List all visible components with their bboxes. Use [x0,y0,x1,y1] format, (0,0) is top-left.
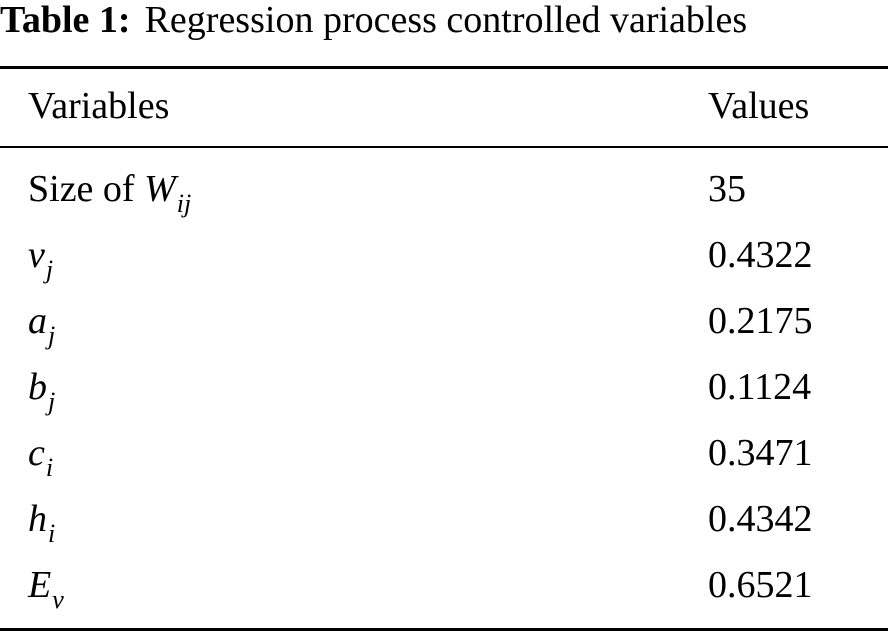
variable-symbol: v [28,234,45,276]
variable-symbol: W [144,168,176,210]
table-row-variable: ci [28,431,53,482]
caption-label: Table 1: [0,0,131,41]
variable-symbol: E [28,564,52,606]
variable-subscript: j [48,387,56,416]
variable-symbol: a [28,300,47,342]
table-row-value: 0.4342 [708,498,813,540]
bottom-rule [0,628,888,631]
column-header-variables: Variables [28,85,170,127]
table-row-value: 0.1124 [708,366,812,408]
table-row-value: 0.3471 [708,432,813,474]
table-caption: Table 1: Regression process controlled va… [0,0,747,46]
variable-symbol: h [28,498,47,540]
variable-subscript: i [45,453,54,482]
table-row-value: 0.4322 [708,234,813,276]
variable-prefix: Size of [28,168,145,210]
variable-subscript: j [45,255,54,284]
variable-subscript: j [48,321,56,350]
table-row-variable: vj [28,233,53,284]
table-row-variable: aj [28,299,55,350]
variable-symbol: b [28,366,47,408]
table-row-value: 0.6521 [708,564,813,606]
header-rule [0,146,888,148]
table-row-variable: Size of Wij [28,167,191,218]
table-row-value: 0.2175 [708,300,813,342]
variable-subscript: i [48,519,56,548]
table-row-variable: hi [28,497,55,548]
variable-symbol: c [28,432,45,474]
top-rule [0,66,888,69]
caption-text: Regression process controlled variables [144,0,748,41]
table-row-variable: bj [28,365,55,416]
variable-subscript: ij [176,189,192,218]
variable-subscript: v [52,585,64,614]
table-row-value: 35 [708,168,746,210]
column-header-values: Values [708,85,810,127]
table-row-variable: Ev [28,563,64,614]
